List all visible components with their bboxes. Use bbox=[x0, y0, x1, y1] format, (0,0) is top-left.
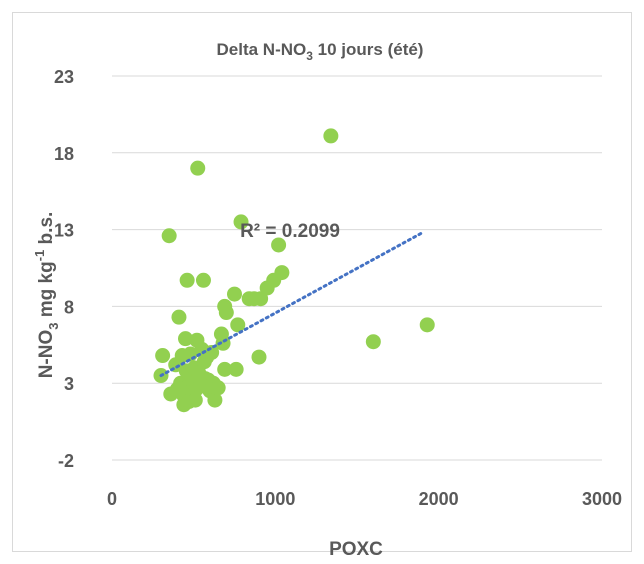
x-tick-label: 0 bbox=[107, 489, 117, 509]
data-point-49 bbox=[251, 349, 267, 365]
data-point-21 bbox=[187, 392, 203, 408]
data-point-36 bbox=[207, 392, 223, 408]
trendline bbox=[159, 231, 424, 378]
x-tick-labels: 0 1000 2000 3000 bbox=[107, 489, 622, 509]
y-tick-labels: -2 3 8 13 18 23 bbox=[54, 67, 74, 471]
y-tick-label: 13 bbox=[54, 221, 74, 241]
data-point-50 bbox=[253, 291, 269, 307]
x-tick-label: 2000 bbox=[419, 489, 459, 509]
y-tick-label: 3 bbox=[64, 374, 74, 394]
data-point-37 bbox=[210, 380, 226, 396]
chart-title: Delta N-NO3 10 jours (été) bbox=[217, 40, 424, 63]
y-axis-label: N-NO3 mg kg-1 b.s. bbox=[32, 212, 61, 379]
x-tick-label: 1000 bbox=[255, 489, 295, 509]
data-point-55 bbox=[323, 128, 339, 144]
data-point-42 bbox=[218, 305, 234, 321]
data-point-43 bbox=[227, 286, 242, 302]
data-point-46 bbox=[233, 214, 249, 230]
data-point-24 bbox=[190, 160, 206, 176]
y-tick-label: 18 bbox=[54, 144, 74, 164]
data-point-6 bbox=[171, 309, 187, 325]
data-point-44 bbox=[228, 361, 244, 377]
data-point-54 bbox=[274, 265, 290, 281]
data-point-13 bbox=[179, 272, 195, 288]
data-point-2 bbox=[161, 228, 177, 244]
y-tick-label: 23 bbox=[54, 67, 74, 87]
data-point-56 bbox=[365, 334, 381, 350]
chart-frame bbox=[12, 12, 632, 552]
x-axis-label: POXC bbox=[329, 539, 383, 560]
y-tick-label: -2 bbox=[58, 451, 74, 471]
data-point-11 bbox=[178, 331, 193, 347]
data-point-40 bbox=[217, 361, 233, 377]
data-point-28 bbox=[195, 272, 211, 288]
data-point-45 bbox=[230, 317, 246, 333]
y-tick-label: 8 bbox=[64, 297, 74, 317]
data-point-1 bbox=[155, 348, 171, 364]
x-tick-label: 3000 bbox=[582, 489, 622, 509]
data-point-57 bbox=[419, 317, 435, 333]
data-points bbox=[153, 128, 435, 413]
data-point-53 bbox=[271, 237, 287, 253]
r-squared-annotation: R² = 0.2099 bbox=[240, 221, 340, 242]
